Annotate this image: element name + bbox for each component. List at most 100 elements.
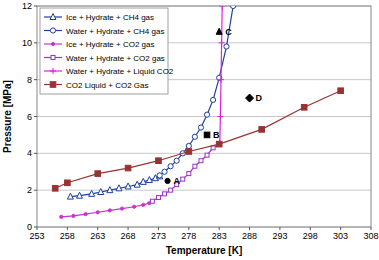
data-point [224,44,229,49]
data-point [219,6,225,9]
data-point [60,215,63,218]
x-tick-label: 303 [333,231,348,241]
data-point [116,185,122,191]
data-point [107,187,113,193]
x-tick [340,227,341,230]
data-point [150,199,154,203]
data-point [95,171,101,177]
y-tick-label: 6 [27,112,32,122]
data-point [193,164,197,168]
x-tick [67,227,68,230]
plot-frame [37,6,371,227]
x-tick [249,227,250,230]
legend-marker [50,28,55,33]
x-tick [219,227,220,230]
annotation-label: B [213,130,220,140]
annotation-point [204,132,210,138]
x-tick-label: 263 [90,231,105,241]
data-point [187,172,191,176]
data-point [205,153,209,157]
legend-label: Water + Hydrate + Liquid CO2 [66,67,174,76]
data-point [72,214,75,217]
legend-marker [51,56,55,60]
data-point [89,190,95,196]
data-point [146,177,152,183]
annotation-point [216,28,222,34]
y-tick [34,6,37,7]
data-point [157,173,162,178]
data-point [98,189,104,195]
data-point [120,207,123,210]
y-tick-label: 2 [27,185,32,195]
x-tick [279,227,280,230]
data-point [67,193,73,199]
data-point [217,142,221,146]
y-tick-label: 10 [22,38,32,48]
data-point [211,97,216,102]
data-point [231,6,236,9]
data-point [156,196,160,200]
legend-label: Ice + Hydrate + CH4 gas [66,13,154,22]
data-point [134,181,140,187]
x-tick-label: 298 [303,231,318,241]
x-tick [128,227,129,230]
series-line [61,203,149,217]
data-point [84,213,87,216]
data-point [169,188,173,192]
x-tick-label: 308 [363,231,378,241]
y-axis-title: Pressure [MPa] [2,80,13,153]
data-point [338,88,344,94]
data-point [140,178,146,184]
data-point [186,143,191,148]
grid-line [37,116,371,117]
y-tick-label: 12 [22,1,32,11]
series-line [70,176,159,196]
x-tick-label: 288 [242,231,257,241]
legend-marker [50,82,56,88]
data-point [168,164,173,169]
annotation-label: C [225,27,232,37]
data-point [192,134,197,139]
series-line [55,91,340,189]
data-point [96,211,99,214]
legend-label: CO2 Liquid + CO2 Gas [66,81,148,90]
data-point [125,165,131,171]
annotation-point [165,178,170,183]
data-point [133,205,136,208]
x-tick [158,227,159,230]
y-tick-label: 8 [27,75,32,85]
x-tick [188,227,189,230]
data-point [259,127,265,133]
series-line [220,6,222,142]
data-point [217,114,223,120]
data-point [301,104,307,110]
legend-marker [51,42,54,45]
legend-label: Ice + Hydrate + CO2 gas [66,40,155,49]
data-point [157,173,163,179]
x-axis-title: Temperature [K] [166,245,243,256]
legend-label: Water + Hydrate + CH4 gas [66,27,164,36]
chart: 0246810122532582632682732782832882932983… [0,0,379,260]
legend-marker [50,14,56,20]
x-tick-label: 268 [121,231,136,241]
x-tick [37,227,38,230]
data-point [163,192,167,196]
data-point [174,158,179,163]
x-tick-label: 278 [181,231,196,241]
y-tick [34,190,37,191]
y-tick [34,42,37,43]
data-point [198,125,203,130]
data-point [156,158,162,164]
data-point [52,186,58,192]
y-tick [34,153,37,154]
legend-box [40,8,168,94]
data-point [108,209,111,212]
annotation-label: A [174,176,181,186]
x-tick-label: 283 [212,231,227,241]
annotation-point [246,94,254,102]
data-point [142,203,145,206]
x-tick-label: 253 [29,231,44,241]
data-point [181,177,185,181]
x-tick [97,227,98,230]
x-tick [310,227,311,230]
